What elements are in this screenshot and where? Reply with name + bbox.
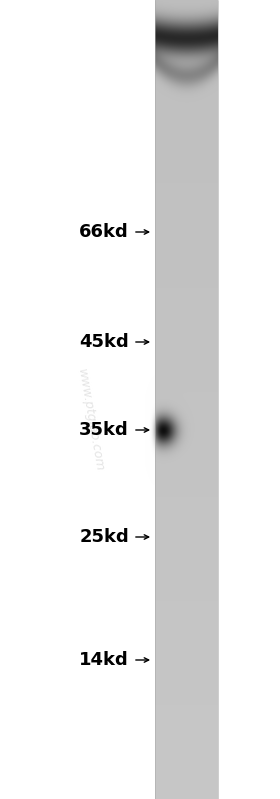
- Text: www.ptglab.com: www.ptglab.com: [74, 368, 106, 472]
- Text: 14kd: 14kd: [79, 651, 129, 669]
- Text: 45kd: 45kd: [79, 333, 129, 351]
- Text: 35kd: 35kd: [79, 421, 129, 439]
- Text: 25kd: 25kd: [79, 528, 129, 546]
- Text: 66kd: 66kd: [79, 223, 129, 241]
